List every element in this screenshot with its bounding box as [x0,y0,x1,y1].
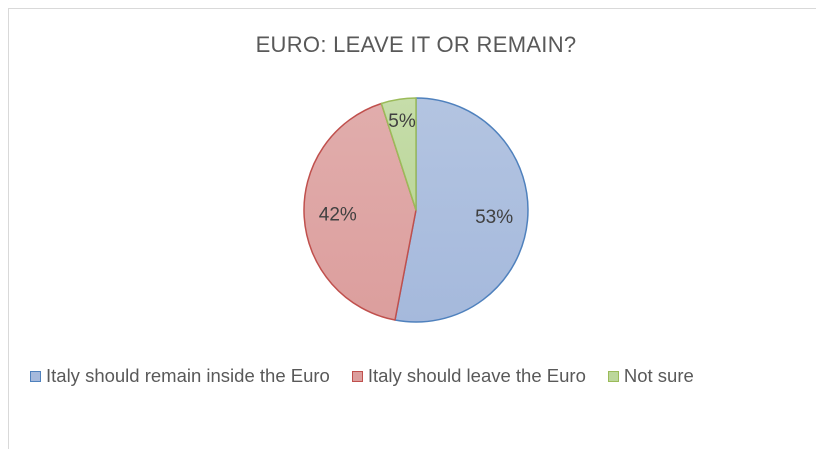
data-label-remain: 53% [475,207,513,228]
legend: Italy should remain inside the Euro Ital… [30,365,694,387]
pie-data-labels: 53% 42% 5% [319,111,513,228]
legend-swatch-leave [351,370,363,382]
legend-swatch-remain [30,370,41,382]
pie-slice-remain [394,97,529,323]
pie-slices [303,97,529,323]
data-label-not-sure: 5% [388,111,416,132]
legend-item-remain: Italy should remain inside the Euro [30,365,330,387]
chart-title: EURO: LEAVE IT OR REMAIN? [255,32,577,57]
pie-slice-leave [303,102,417,321]
legend-label-not-sure: Not sure [623,365,694,386]
legend-label-remain: Italy should remain inside the Euro [46,365,330,386]
legend-label-leave: Italy should leave the Euro [367,365,586,386]
pie-slice-not-sure [380,97,417,211]
data-label-leave: 42% [319,204,357,225]
legend-item-not-sure: Not sure [607,365,694,387]
legend-swatch-not-sure [607,370,619,382]
legend-item-leave: Italy should leave the Euro [351,365,586,387]
